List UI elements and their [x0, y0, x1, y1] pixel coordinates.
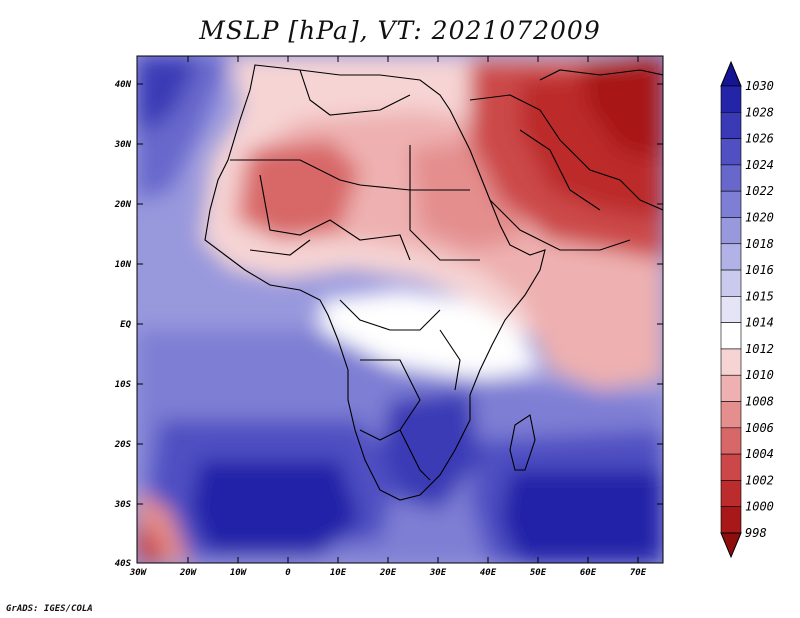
- y-tick-label: 30N: [114, 140, 132, 150]
- x-tick-label: 30W: [129, 568, 148, 578]
- colorbar-label: 1016: [745, 263, 774, 277]
- y-tick-label: 40S: [115, 559, 132, 569]
- colorbar-cell: [720, 506, 742, 534]
- colorbar-cell: [720, 322, 742, 350]
- y-tick-label: 40N: [115, 80, 132, 90]
- colorbar-cell: [720, 85, 742, 113]
- coastlines: [204, 64, 663, 501]
- y-tick-label: 10N: [115, 260, 132, 270]
- x-tick-label: 20W: [179, 568, 198, 578]
- colorbar-label: 1010: [745, 368, 774, 382]
- colorbar-cell: [720, 374, 742, 402]
- y-tick-label: 20N: [114, 200, 132, 210]
- x-tick-label: 0: [285, 568, 291, 578]
- colorbar-label: 1022: [745, 184, 774, 198]
- x-tick-label: 50E: [530, 568, 547, 578]
- colorbar-label: 1012: [745, 342, 774, 356]
- colorbar-top-arrow: [720, 60, 742, 87]
- colorbar-label: 1006: [745, 421, 774, 435]
- colorbar-label: 1026: [745, 132, 774, 146]
- colorbar-cell: [720, 296, 742, 323]
- colorbar-label: 1000: [745, 500, 774, 514]
- y-axis: 40N 30N 20N 10N EQ 10S 20S 30S 40S: [114, 80, 663, 569]
- colorbar-cell: [720, 190, 742, 218]
- x-tick-label: 10E: [330, 568, 347, 578]
- colorbar-label: 1015: [745, 289, 774, 303]
- colorbar-label: 1024: [745, 158, 774, 172]
- x-tick-label: 10W: [230, 568, 248, 578]
- y-tick-label: 10S: [115, 380, 132, 390]
- x-tick-label: 40E: [480, 568, 497, 578]
- x-axis: 30W 20W 10W 0 10E 20E 30E 40E 50E 60E 70…: [129, 56, 647, 578]
- x-tick-label: 60E: [580, 568, 597, 578]
- grads-credit: GrADS: IGES/COLA: [6, 604, 93, 614]
- colorbar-label: 1002: [745, 473, 774, 487]
- colorbar-label: 1014: [745, 316, 774, 330]
- colorbar-labels: 1030 1028 1026 1024 1022 1020 1018 1016 1015 1014…: [745, 79, 774, 540]
- y-tick-label: 20S: [114, 440, 132, 450]
- colorbar-cell: [720, 348, 742, 376]
- colorbar-label: 1030: [745, 79, 774, 93]
- colorbar-label: 1004: [745, 447, 774, 461]
- colorbar-cell: [720, 453, 742, 481]
- colorbar-cell: [720, 138, 742, 166]
- colorbar-bottom-arrow: [720, 532, 742, 559]
- y-tick-label: EQ: [120, 320, 131, 330]
- colorbar-cell: [720, 269, 742, 297]
- colorbar-cell: [720, 427, 742, 455]
- colorbar-label: 1028: [745, 105, 774, 119]
- colorbar-label: 998: [745, 526, 767, 540]
- x-tick-label: 20E: [379, 568, 397, 578]
- colorbar-label: 1018: [745, 237, 774, 251]
- colorbar-cell: [720, 111, 742, 139]
- colorbar-label: 1008: [745, 395, 774, 409]
- colorbar-cell: [720, 217, 742, 245]
- colorbar-cell: [720, 243, 742, 271]
- colorbar: 1030 1028 1026 1024 1022 1020 1018 1016 1015 1014…: [720, 60, 774, 559]
- colorbar-cell: [720, 401, 742, 429]
- y-tick-label: 30S: [114, 500, 132, 510]
- colorbar-cell: [720, 164, 742, 192]
- map-title: MSLP [hPa], VT: 2021072009: [199, 16, 601, 45]
- colorbar-cells: [720, 85, 742, 534]
- x-tick-label: 30E: [429, 568, 447, 578]
- map-frame: [136, 55, 664, 564]
- colorbar-label: 1020: [745, 210, 774, 224]
- x-tick-label: 70E: [630, 568, 647, 578]
- pressure-field: [137, 56, 663, 563]
- colorbar-cell: [720, 480, 742, 508]
